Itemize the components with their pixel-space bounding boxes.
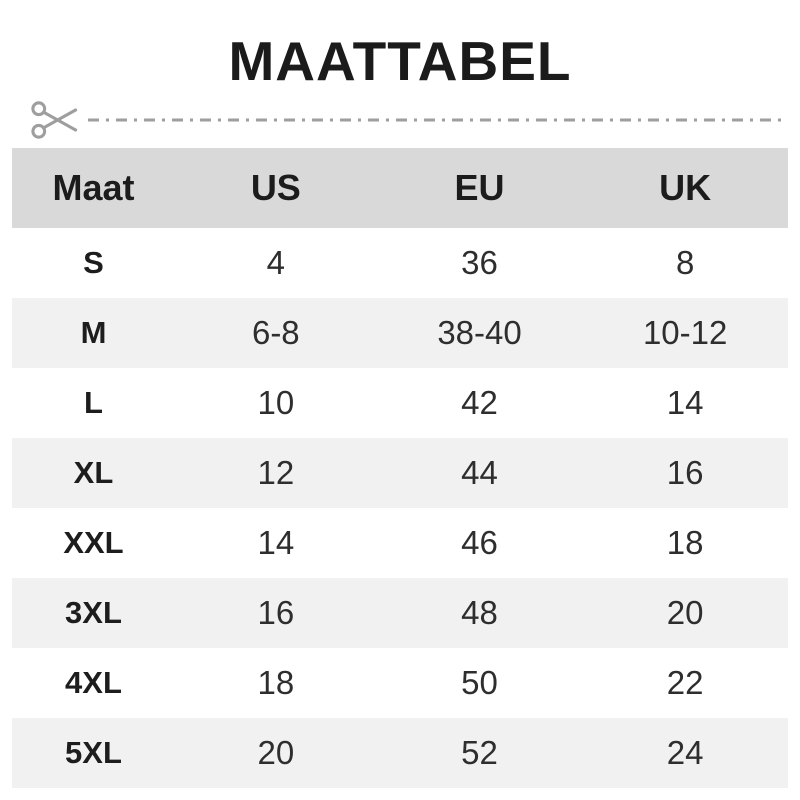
size-cell: XL: [73, 455, 114, 490]
scissors-icon: [31, 101, 78, 139]
table-row: M 6-8 38-40 10-12: [12, 298, 788, 368]
size-cell: S: [83, 245, 104, 280]
table-row: 3XL 16 48 20: [12, 578, 788, 648]
table-row: S 4 36 8: [12, 228, 788, 298]
size-cell: 5XL: [65, 735, 122, 770]
value-cell: 48: [461, 594, 498, 631]
size-cell: L: [84, 385, 103, 420]
size-cell: M: [80, 315, 107, 350]
value-cell: 14: [666, 384, 704, 421]
table-row: 4XL 18 50 22: [12, 648, 788, 718]
value-cell: 46: [461, 524, 498, 561]
value-cell: 20: [257, 734, 295, 771]
size-cell: 4XL: [65, 665, 122, 700]
value-cell: 42: [461, 384, 498, 421]
table-header-row: Maat US EU UK: [12, 148, 788, 228]
value-cell: 16: [257, 594, 295, 631]
header-cell-maat: Maat: [52, 167, 135, 208]
table-row: L 10 42 14: [12, 368, 788, 438]
header-cell-eu: EU: [454, 167, 505, 208]
value-cell: 50: [461, 664, 498, 701]
table-row: XL 12 44 16: [12, 438, 788, 508]
value-cell: 10: [257, 384, 295, 421]
size-table: Maat US EU UK S 4 36 8 M 6-8 38-40 10-12…: [12, 148, 788, 788]
value-cell: 38-40: [437, 314, 522, 351]
header-cell-uk: UK: [659, 167, 712, 208]
dashed-cut-line: [88, 118, 788, 122]
value-cell: 14: [257, 524, 295, 561]
size-cell: 3XL: [65, 595, 122, 630]
value-cell: 22: [666, 664, 704, 701]
value-cell: 12: [257, 454, 295, 491]
value-cell: 24: [666, 734, 704, 771]
value-cell: 6-8: [251, 314, 300, 351]
size-cell: XXL: [63, 525, 124, 560]
cut-here-line: [30, 100, 788, 140]
value-cell: 52: [461, 734, 498, 771]
value-cell: 20: [666, 594, 704, 631]
value-cell: 8: [675, 244, 695, 281]
table-row: 5XL 20 52 24: [12, 718, 788, 788]
header-cell-us: US: [250, 167, 301, 208]
value-cell: 18: [666, 524, 704, 561]
value-cell: 18: [257, 664, 295, 701]
value-cell: 16: [666, 454, 704, 491]
value-cell: 36: [461, 244, 498, 281]
page-title: MAATTABEL: [228, 30, 572, 92]
value-cell: 44: [461, 454, 498, 491]
value-cell: 10-12: [642, 314, 728, 351]
table-row: XXL 14 46 18: [12, 508, 788, 578]
value-cell: 4: [266, 244, 285, 281]
